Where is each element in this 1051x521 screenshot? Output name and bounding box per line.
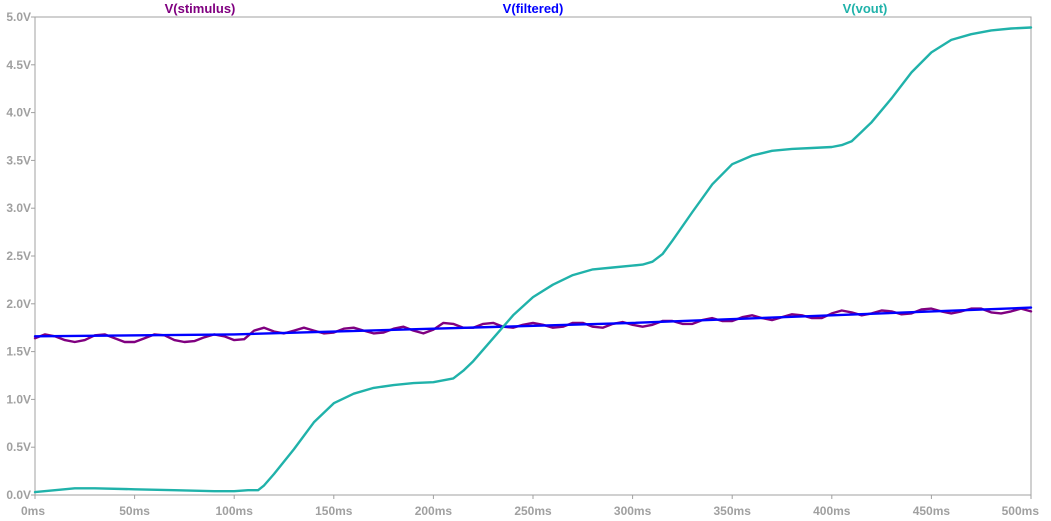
y-tick-label: 1.5V xyxy=(6,345,31,359)
x-tick-label: 350ms xyxy=(714,504,752,518)
y-tick-label: 0.0V xyxy=(6,488,31,502)
x-tick-label: 200ms xyxy=(415,504,453,518)
series-group xyxy=(33,26,1033,494)
y-tick-label: 5.0V xyxy=(6,10,31,24)
y-tick-label: 3.5V xyxy=(6,153,31,167)
x-tick-label: 250ms xyxy=(514,504,552,518)
y-tick-label: 0.5V xyxy=(6,440,31,454)
x-tick-label: 400ms xyxy=(813,504,851,518)
legend-label: V(vout) xyxy=(843,1,888,16)
legend-label: V(filtered) xyxy=(503,1,564,16)
x-tick-label: 50ms xyxy=(119,504,150,518)
series-line-v-vout xyxy=(33,26,1033,494)
x-tick-label: 450ms xyxy=(913,504,951,518)
axes xyxy=(31,16,1032,499)
y-tick-label: 2.0V xyxy=(6,297,31,311)
x-tick-label: 100ms xyxy=(216,504,254,518)
x-tick-label: 0ms xyxy=(21,504,45,518)
x-tick-label: 150ms xyxy=(315,504,353,518)
tick-labels: 0.0V 0.5V 1.0V 1.5V 2.0V 2.5V 3.0V 3.5V 4.0V 4.5V… xyxy=(6,10,1039,518)
series-line-v-filtered xyxy=(33,306,1033,338)
x-tick-label: 500ms xyxy=(1002,504,1040,518)
y-tick-label: 1.0V xyxy=(6,392,31,406)
legend-label: V(stimulus) xyxy=(165,1,236,16)
y-tick-label: 2.5V xyxy=(6,249,31,263)
plot-frame xyxy=(34,16,1032,496)
y-tick-label: 3.0V xyxy=(6,201,31,215)
y-tick-label: 4.5V xyxy=(6,58,31,72)
legend: V(stimulus) V(filtered) V(vout) xyxy=(165,1,888,16)
x-tick-label: 300ms xyxy=(614,504,652,518)
y-tick-label: 4.0V xyxy=(6,106,31,120)
